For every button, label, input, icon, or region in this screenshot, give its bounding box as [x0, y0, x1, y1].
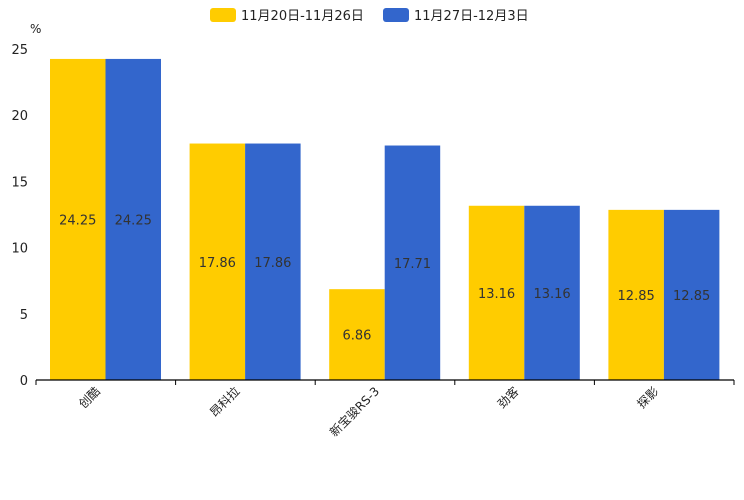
data-label: 24.25 [59, 213, 96, 228]
legend-swatch [210, 8, 236, 22]
legend-swatch [383, 8, 409, 22]
data-label: 13.16 [478, 287, 515, 302]
y-tick-label: 10 [11, 242, 28, 257]
y-tick-label: 20 [11, 109, 28, 124]
data-label: 12.85 [618, 289, 655, 304]
data-label: 17.86 [199, 256, 236, 271]
legend-label: 11月27日-12月3日 [414, 9, 529, 24]
y-axis-label: % [30, 22, 41, 36]
bar [105, 58, 161, 381]
bar [50, 58, 106, 381]
data-label: 6.86 [342, 329, 371, 344]
bar [524, 205, 580, 380]
legend-label: 11月20日-11月26日 [241, 9, 364, 24]
x-tick-label: 探影 [634, 384, 661, 411]
bar [468, 205, 525, 380]
bar [245, 143, 301, 380]
data-label: 13.16 [533, 287, 570, 302]
x-tick-label: 劲客 [494, 384, 522, 412]
data-label: 17.86 [254, 256, 291, 271]
y-tick-label: 5 [20, 308, 28, 323]
y-tick-label: 25 [11, 43, 28, 58]
data-label: 12.85 [673, 289, 710, 304]
x-tick-label: 创酷 [76, 384, 103, 411]
bar [384, 145, 441, 380]
x-tick-label: 昂科拉 [206, 384, 242, 420]
data-label: 17.71 [394, 257, 431, 272]
bar [329, 289, 385, 380]
y-tick-label: 15 [11, 175, 28, 190]
data-label: 24.25 [115, 213, 152, 228]
bar [608, 209, 664, 380]
x-tick-label: 新宝骏RS-3 [326, 384, 382, 440]
y-tick-label: 0 [20, 374, 28, 389]
bar [663, 209, 720, 380]
bar [189, 143, 246, 380]
